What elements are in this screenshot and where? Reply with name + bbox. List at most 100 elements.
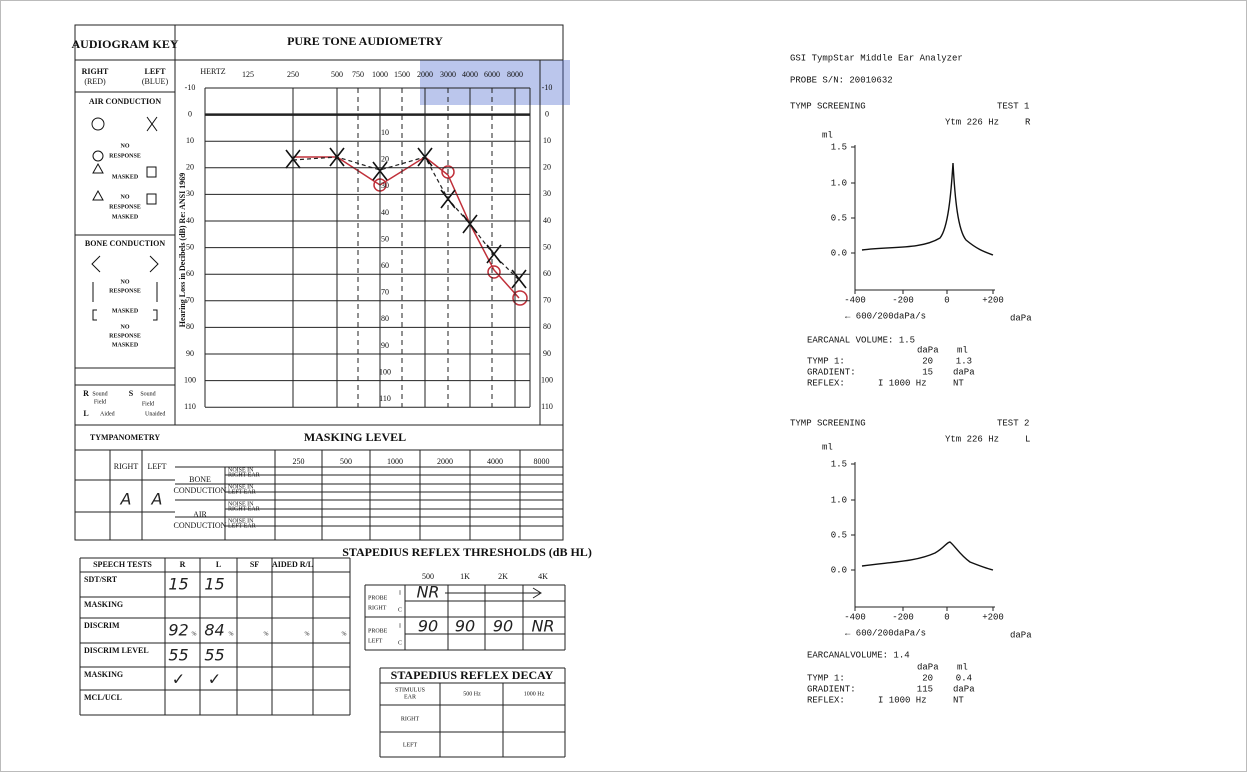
label: Field: [142, 401, 154, 407]
label: 50: [186, 242, 194, 251]
label: MASKING: [84, 600, 123, 609]
label: CONDUCTION: [174, 486, 227, 495]
label: AIDED R/L: [272, 560, 313, 569]
right-ear-trace: [293, 157, 519, 298]
label: 40: [543, 216, 551, 225]
label: 90: [381, 341, 389, 350]
label: AUDIOGRAM KEY: [72, 37, 179, 51]
label: daPa: [917, 662, 939, 672]
label: C: [398, 640, 402, 646]
label: 60: [186, 269, 194, 278]
label: 0: [944, 612, 949, 622]
label: daPa: [917, 345, 939, 355]
label: 90: [455, 617, 475, 636]
label: PURE TONE AUDIOMETRY: [287, 34, 443, 48]
label: RIGHT EAR: [228, 472, 260, 478]
label: MASKING LEVEL: [304, 430, 406, 444]
label: daPa: [1010, 313, 1032, 323]
label: MASKED: [112, 214, 139, 220]
label: 0.4: [956, 673, 972, 683]
label: %: [192, 631, 197, 637]
label: 2000: [417, 70, 433, 79]
label: 80: [186, 322, 194, 331]
label: 90: [493, 617, 513, 636]
label: 84: [204, 621, 224, 640]
label: 70: [381, 288, 389, 297]
label: 1000 Hz: [524, 691, 545, 697]
label: DISCRIM LEVEL: [84, 646, 149, 655]
label: L: [83, 409, 88, 418]
label: SF: [250, 560, 259, 569]
label: Aided: [100, 411, 115, 417]
label: -200: [892, 612, 914, 622]
label: NO: [121, 324, 130, 330]
label: 1000: [372, 70, 388, 79]
label: LEFT: [145, 67, 167, 76]
label: 60: [543, 269, 551, 278]
label: HERTZ: [200, 67, 225, 76]
label: 20: [922, 673, 933, 683]
label: 40: [186, 216, 194, 225]
label: +200: [982, 295, 1004, 305]
label: RESPONSE: [109, 288, 141, 294]
label: 10: [186, 136, 194, 145]
label: MCL/UCL: [84, 693, 122, 702]
label: LEFT: [403, 742, 418, 748]
y-axis-label: Hearing Loss in Decibels (dB) Re: ANSI 1…: [178, 173, 187, 327]
label: 40: [381, 208, 389, 217]
label: S: [129, 389, 134, 398]
label: CONDUCTION: [174, 521, 227, 530]
label: PROBE: [368, 628, 388, 634]
label: 6000: [484, 70, 500, 79]
label: 100: [379, 367, 391, 376]
label: 1.0: [831, 178, 847, 188]
label: EAR: [404, 694, 416, 700]
label: NT: [953, 695, 964, 705]
label: 100: [541, 375, 553, 384]
label: MASKING: [84, 670, 123, 679]
label: +200: [982, 612, 1004, 622]
label: RIGHT: [114, 462, 139, 471]
label: TYMP SCREENING: [790, 418, 866, 428]
label: NO: [121, 279, 130, 285]
label: 100: [184, 375, 196, 384]
label: Field: [94, 399, 106, 405]
label: ✓: [208, 670, 221, 689]
label: Sound: [140, 391, 155, 397]
label: NR: [416, 583, 439, 602]
label: 1500: [394, 70, 410, 79]
label: 125: [242, 70, 254, 79]
label: %: [305, 631, 310, 637]
label: EARCANALVOLUME: 1.4: [807, 650, 910, 660]
page: AUDIOGRAM KEYRIGHT(RED)LEFT(BLUE)AIR CON…: [0, 0, 1247, 772]
label: R: [83, 389, 89, 398]
label: daPa: [1010, 630, 1032, 640]
label: I 1000 Hz: [878, 695, 927, 705]
label: A: [120, 490, 132, 509]
label: -400: [844, 612, 866, 622]
label: 4000: [462, 70, 478, 79]
label: NO: [121, 194, 130, 200]
label: PROBE: [368, 595, 388, 601]
label: ← 600/200daPa/s: [845, 628, 926, 638]
label: 0.5: [831, 530, 847, 540]
label: MASKED: [112, 308, 139, 314]
label: 0: [944, 295, 949, 305]
label: Sound: [92, 391, 107, 397]
label: 750: [352, 70, 364, 79]
label: 3000: [440, 70, 456, 79]
label: 15: [168, 575, 188, 594]
label: daPa: [953, 367, 975, 377]
label: I: [399, 590, 401, 596]
label: Ytm 226 Hz: [945, 434, 999, 444]
label: RIGHT: [401, 716, 420, 722]
label: 110: [541, 402, 553, 411]
label: RESPONSE: [109, 333, 141, 339]
label: 110: [184, 402, 196, 411]
label: 30: [381, 181, 389, 190]
label: 90: [186, 349, 194, 358]
label: L: [216, 560, 221, 569]
label: A: [151, 490, 163, 509]
label: 30: [186, 189, 194, 198]
label: LEFT: [147, 462, 166, 471]
